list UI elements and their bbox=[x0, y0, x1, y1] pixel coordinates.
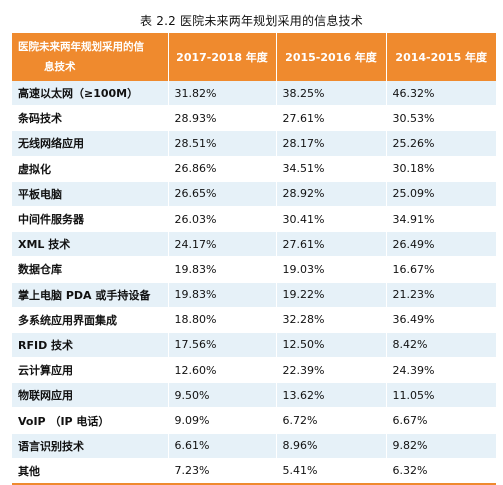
table-row: 虚拟化 26.86% 34.51% 30.18% bbox=[12, 156, 496, 182]
table-row: 物联网应用 9.50% 13.62% 11.05% bbox=[12, 382, 496, 409]
row-value-2014-2015: 6.67% bbox=[386, 407, 496, 434]
row-value-2017-2018: 28.93% bbox=[168, 105, 277, 132]
table-body: 高速以太网（≥100M） 31.82% 38.25% 46.32% 条码技术 28.93%… bbox=[12, 81, 496, 485]
table-row: 掌上电脑 PDA 或手持设备 19.83% 19.22% 21.23% bbox=[12, 282, 496, 308]
table-row: 多系统应用界面集成 18.80% 32.28% 36.49% bbox=[12, 307, 496, 333]
row-value-2015-2016: 13.62% bbox=[276, 382, 387, 409]
row-technology-name: 掌上电脑 PDA 或手持设备 bbox=[12, 282, 169, 308]
row-technology-name: VoIP （IP 电话） bbox=[12, 407, 169, 434]
row-value-2017-2018: 26.65% bbox=[168, 181, 277, 207]
row-value-2017-2018: 17.56% bbox=[168, 332, 277, 359]
table-row: 无线网络应用 28.51% 28.17% 25.26% bbox=[12, 130, 496, 157]
table-row: 条码技术 28.93% 27.61% 30.53% bbox=[12, 105, 496, 132]
row-value-2015-2016: 5.41% bbox=[276, 458, 387, 485]
row-value-2015-2016: 12.50% bbox=[276, 332, 387, 359]
table-row: VoIP （IP 电话） 9.09% 6.72% 6.67% bbox=[12, 407, 496, 434]
row-technology-name: 平板电脑 bbox=[12, 181, 169, 207]
row-value-2014-2015: 9.82% bbox=[386, 433, 496, 459]
header-technology-line2: 息技术 bbox=[44, 61, 76, 73]
row-value-2017-2018: 9.09% bbox=[168, 407, 277, 434]
row-value-2017-2018: 31.82% bbox=[168, 81, 277, 107]
row-value-2014-2015: 24.39% bbox=[386, 357, 496, 384]
table-row: XML 技术 24.17% 27.61% 26.49% bbox=[12, 231, 496, 258]
row-technology-name: 物联网应用 bbox=[12, 382, 169, 409]
table-header: 医院未来两年规划采用的信 息技术 2017-2018 年度 2015-2016 … bbox=[12, 33, 496, 81]
row-value-2015-2016: 30.41% bbox=[276, 206, 387, 233]
row-technology-name: XML 技术 bbox=[12, 231, 169, 258]
header-technology: 医院未来两年规划采用的信 息技术 bbox=[12, 33, 169, 81]
row-value-2017-2018: 26.86% bbox=[168, 156, 277, 182]
header-technology-line1: 医院未来两年规划采用的信 bbox=[18, 41, 144, 53]
row-value-2015-2016: 28.17% bbox=[276, 130, 387, 157]
row-value-2014-2015: 25.09% bbox=[386, 181, 496, 207]
row-value-2014-2015: 30.53% bbox=[386, 105, 496, 132]
row-value-2014-2015: 25.26% bbox=[386, 130, 496, 157]
row-technology-name: RFID 技术 bbox=[12, 332, 169, 359]
row-value-2017-2018: 18.80% bbox=[168, 307, 277, 333]
header-2014-2015: 2014-2015 年度 bbox=[386, 33, 496, 81]
header-2015-2016: 2015-2016 年度 bbox=[276, 33, 387, 81]
row-value-2017-2018: 26.03% bbox=[168, 206, 277, 233]
row-value-2017-2018: 19.83% bbox=[168, 256, 277, 283]
row-technology-name: 中间件服务器 bbox=[12, 206, 169, 233]
row-value-2017-2018: 19.83% bbox=[168, 282, 277, 308]
row-value-2015-2016: 34.51% bbox=[276, 156, 387, 182]
row-technology-name: 语言识别技术 bbox=[12, 433, 169, 459]
row-technology-name: 虚拟化 bbox=[12, 156, 169, 182]
row-value-2017-2018: 6.61% bbox=[168, 433, 277, 459]
table-row: 平板电脑 26.65% 28.92% 25.09% bbox=[12, 181, 496, 207]
row-value-2017-2018: 28.51% bbox=[168, 130, 277, 157]
row-value-2014-2015: 21.23% bbox=[386, 282, 496, 308]
row-value-2015-2016: 6.72% bbox=[276, 407, 387, 434]
row-value-2015-2016: 22.39% bbox=[276, 357, 387, 384]
row-value-2015-2016: 27.61% bbox=[276, 105, 387, 132]
row-value-2014-2015: 16.67% bbox=[386, 256, 496, 283]
row-value-2014-2015: 6.32% bbox=[386, 458, 496, 485]
row-value-2015-2016: 27.61% bbox=[276, 231, 387, 258]
table-row: 其他 7.23% 5.41% 6.32% bbox=[12, 458, 496, 485]
header-row: 医院未来两年规划采用的信 息技术 2017-2018 年度 2015-2016 … bbox=[12, 33, 496, 81]
row-value-2015-2016: 19.03% bbox=[276, 256, 387, 283]
row-value-2014-2015: 36.49% bbox=[386, 307, 496, 333]
table-row: 中间件服务器 26.03% 30.41% 34.91% bbox=[12, 206, 496, 233]
row-technology-name: 高速以太网（≥100M） bbox=[12, 81, 169, 107]
row-technology-name: 无线网络应用 bbox=[12, 130, 169, 157]
row-value-2015-2016: 8.96% bbox=[276, 433, 387, 459]
row-value-2014-2015: 26.49% bbox=[386, 231, 496, 258]
row-value-2014-2015: 11.05% bbox=[386, 382, 496, 409]
table-row: 云计算应用 12.60% 22.39% 24.39% bbox=[12, 357, 496, 384]
table-row: 语言识别技术 6.61% 8.96% 9.82% bbox=[12, 433, 496, 459]
row-value-2015-2016: 28.92% bbox=[276, 181, 387, 207]
row-value-2015-2016: 32.28% bbox=[276, 307, 387, 333]
row-technology-name: 条码技术 bbox=[12, 105, 169, 132]
row-value-2014-2015: 46.32% bbox=[386, 81, 496, 107]
table-row: 高速以太网（≥100M） 31.82% 38.25% 46.32% bbox=[12, 81, 496, 107]
header-2017-2018: 2017-2018 年度 bbox=[168, 33, 277, 81]
row-value-2017-2018: 9.50% bbox=[168, 382, 277, 409]
row-technology-name: 云计算应用 bbox=[12, 357, 169, 384]
table-row: 数据仓库 19.83% 19.03% 16.67% bbox=[12, 256, 496, 283]
row-technology-name: 多系统应用界面集成 bbox=[12, 307, 169, 333]
table-caption: 表 2.2 医院未来两年规划采用的信息技术 bbox=[140, 14, 363, 28]
row-value-2014-2015: 30.18% bbox=[386, 156, 496, 182]
row-technology-name: 其他 bbox=[12, 458, 169, 485]
row-value-2015-2016: 38.25% bbox=[276, 81, 387, 107]
row-value-2017-2018: 12.60% bbox=[168, 357, 277, 384]
row-value-2015-2016: 19.22% bbox=[276, 282, 387, 308]
it-plan-table: 医院未来两年规划采用的信 息技术 2017-2018 年度 2015-2016 … bbox=[12, 33, 496, 485]
row-value-2014-2015: 8.42% bbox=[386, 332, 496, 359]
table-row: RFID 技术 17.56% 12.50% 8.42% bbox=[12, 332, 496, 359]
row-technology-name: 数据仓库 bbox=[12, 256, 169, 283]
row-value-2017-2018: 7.23% bbox=[168, 458, 277, 485]
row-value-2014-2015: 34.91% bbox=[386, 206, 496, 233]
row-value-2017-2018: 24.17% bbox=[168, 231, 277, 258]
